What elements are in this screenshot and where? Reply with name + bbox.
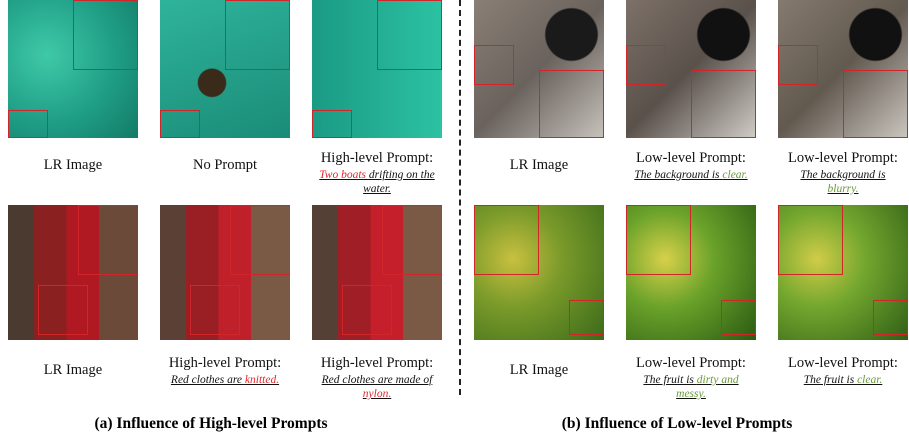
prompt: The background is clear. <box>632 168 750 182</box>
zoom-box <box>873 300 908 335</box>
caption: High-level Prompt: Red clothes are knitte… <box>149 355 301 387</box>
image <box>312 0 442 138</box>
zoom-box <box>38 285 88 335</box>
prompt-segment: Red clothes are <box>170 374 245 386</box>
prompt: Two boats drifting on the water. <box>318 168 436 196</box>
caption-label: Low-level Prompt: <box>636 355 746 371</box>
caption-label: LR Image <box>509 362 569 378</box>
zoom-box <box>160 110 200 138</box>
image <box>626 0 756 138</box>
prompt: The fruit is clear. <box>784 373 902 387</box>
zoom-box <box>382 205 442 275</box>
caption: No Prompt <box>149 157 301 174</box>
prompt: The background is blurry. <box>784 168 902 196</box>
zoom-box <box>225 0 290 70</box>
caption: LR Image <box>0 362 149 379</box>
caption-label: LR Image <box>509 157 569 173</box>
image <box>778 0 908 138</box>
panel-title: (b) Influence of Low-level Prompts <box>561 415 793 432</box>
divider <box>459 0 461 395</box>
prompt-segment: knitted. <box>244 374 280 386</box>
zoom-box <box>230 205 290 275</box>
caption: Low-level Prompt: The background is blurr… <box>767 150 909 196</box>
caption: High-level Prompt: Two boats drifting on … <box>301 150 453 196</box>
zoom-box <box>8 110 48 138</box>
zoom-box <box>474 45 514 85</box>
image <box>312 205 442 340</box>
caption-label: Low-level Prompt: <box>788 355 898 371</box>
zoom-box <box>626 205 691 275</box>
caption-label: High-level Prompt: <box>320 355 434 371</box>
caption-label: No Prompt <box>192 157 258 173</box>
caption: LR Image <box>463 157 615 174</box>
image <box>160 205 290 340</box>
caption-label: High-level Prompt: <box>168 355 282 371</box>
prompt: Red clothes are made of nylon. <box>318 373 436 401</box>
caption: Low-level Prompt: The fruit is clear. <box>767 355 909 387</box>
prompt: The fruit is dirty and messy. <box>632 373 750 401</box>
zoom-box <box>569 300 604 335</box>
caption-label: LR Image <box>43 362 103 378</box>
prompt-segment: Two boats <box>319 169 367 181</box>
prompt-segment: clear. <box>857 374 883 386</box>
caption-label: LR Image <box>43 157 103 173</box>
image <box>160 0 290 138</box>
zoom-box <box>721 300 756 335</box>
prompt-segment: The fruit is <box>643 374 697 386</box>
zoom-box <box>78 205 138 275</box>
zoom-box <box>312 110 352 138</box>
zoom-box <box>377 0 442 70</box>
caption: Low-level Prompt: The background is clear… <box>615 150 767 182</box>
zoom-box <box>691 70 756 138</box>
caption: High-level Prompt: Red clothes are made o… <box>301 355 453 401</box>
zoom-box <box>190 285 240 335</box>
zoom-box <box>626 45 666 85</box>
zoom-box <box>778 205 843 275</box>
prompt-segment: dirty and messy. <box>676 374 739 400</box>
image <box>778 205 908 340</box>
image <box>474 0 604 138</box>
prompt-segment: blurry. <box>827 183 859 195</box>
caption: LR Image <box>0 157 149 174</box>
panel-title: (a) Influence of High-level Prompts <box>94 415 328 432</box>
image <box>8 205 138 340</box>
prompt-segment: The fruit is <box>803 374 858 386</box>
prompt-segment: The background is <box>634 169 723 181</box>
prompt-segment: Red clothes are made of <box>321 374 433 386</box>
caption-label: High-level Prompt: <box>320 150 434 166</box>
image <box>474 205 604 340</box>
zoom-box <box>342 285 392 335</box>
zoom-box <box>539 70 604 138</box>
zoom-box <box>843 70 908 138</box>
prompt-segment: The background is <box>800 169 886 181</box>
prompt-segment: clear. <box>722 169 748 181</box>
caption: Low-level Prompt: The fruit is dirty and … <box>615 355 767 401</box>
caption-label: Low-level Prompt: <box>788 150 898 166</box>
zoom-box <box>474 205 539 275</box>
prompt: Red clothes are knitted. <box>166 373 284 387</box>
zoom-box <box>778 45 818 85</box>
caption-label: Low-level Prompt: <box>636 150 746 166</box>
prompt-segment: nylon. <box>362 388 392 400</box>
prompt-segment: drifting on the water. <box>363 169 435 195</box>
caption: LR Image <box>463 362 615 379</box>
image <box>8 0 138 138</box>
image <box>626 205 756 340</box>
zoom-box <box>73 0 138 70</box>
